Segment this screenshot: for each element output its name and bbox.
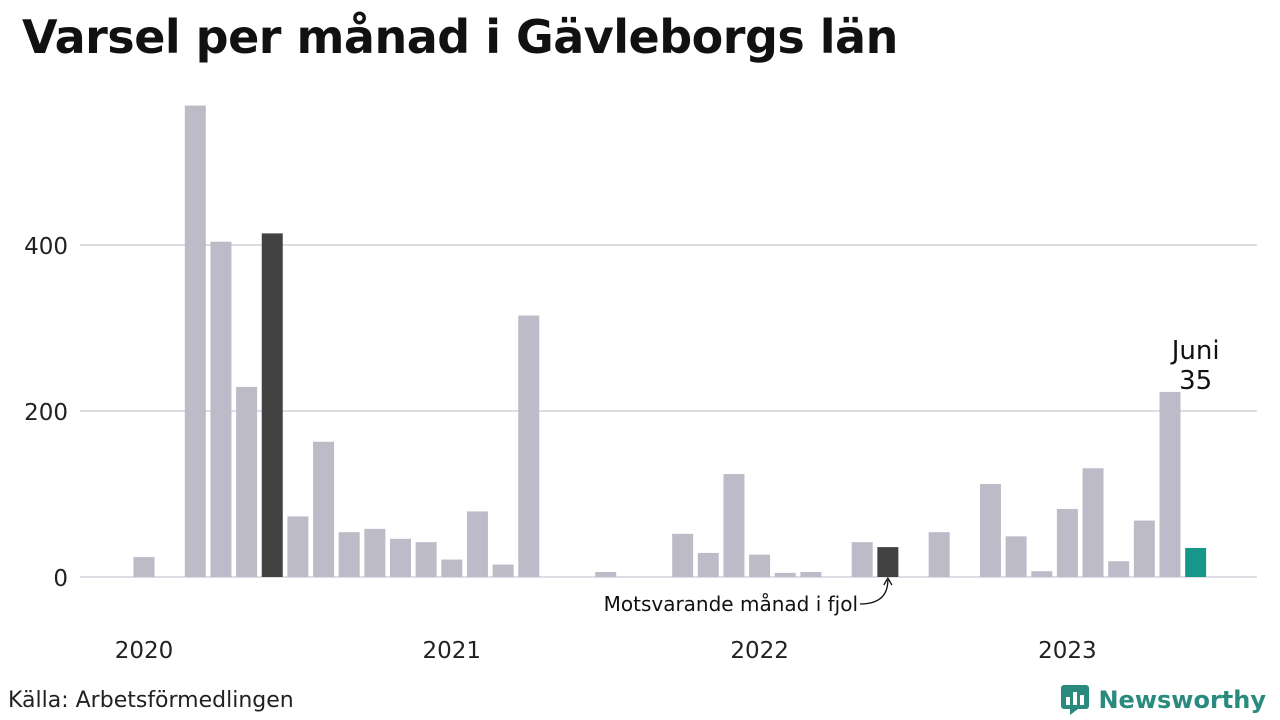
bar-2021-07 <box>595 572 617 577</box>
bar-2020-10 <box>364 528 386 577</box>
bar-2022-02 <box>774 572 796 577</box>
bar-2021-11 <box>697 552 719 577</box>
bar-2020-09 <box>338 532 360 577</box>
annotation-arrowhead <box>883 576 893 586</box>
x-tick-label: 2020 <box>115 638 174 664</box>
y-tick-label: 400 <box>24 234 68 260</box>
x-axis-year-labels: 2020 2021 2022 2023 <box>115 638 1097 664</box>
bar-2020-12 <box>415 542 437 577</box>
brand-name: Newsworthy <box>1098 686 1266 714</box>
bar-2020-03 <box>184 105 206 577</box>
bar-2021-03 <box>492 564 514 577</box>
bar-2022-05 <box>851 542 873 577</box>
brand-logo[interactable]: Newsworthy <box>1060 683 1266 717</box>
bars <box>133 105 1207 577</box>
bar-2020-05 <box>236 386 258 577</box>
bar-2023-02 <box>1082 468 1104 577</box>
x-tick-label: 2023 <box>1038 638 1097 664</box>
annotation-label: Motsvarande månad i fjol <box>604 592 858 616</box>
y-tick-label: 0 <box>53 566 68 592</box>
y-tick-label: 200 <box>24 400 68 426</box>
bar-2020-01 <box>133 557 155 577</box>
highlight-value-label: 35 <box>1179 366 1212 396</box>
x-tick-label: 2022 <box>730 638 789 664</box>
bar-2022-11 <box>1005 536 1027 577</box>
bar-2023-01 <box>1056 508 1078 577</box>
bar-2022-03 <box>800 572 822 577</box>
bar-2022-10 <box>979 484 1001 577</box>
bar-2020-07 <box>287 516 309 577</box>
bar-2023-05 <box>1159 391 1181 577</box>
newsworthy-logo-icon <box>1061 685 1090 715</box>
bar-2022-12 <box>1031 571 1053 577</box>
bar-2020-08 <box>313 441 335 577</box>
bar-2022-01 <box>749 554 771 577</box>
x-tick-label: 2021 <box>423 638 482 664</box>
bar-2022-08 <box>928 532 950 577</box>
bar-2020-06 <box>261 233 283 577</box>
bar-2023-04 <box>1133 520 1155 577</box>
source-label: Källa: Arbetsförmedlingen <box>8 688 294 713</box>
y-axis-ticks: 0 200 400 <box>24 234 68 592</box>
bar-2023-06 <box>1185 547 1207 577</box>
chart-title: Varsel per månad i Gävleborgs län <box>22 10 898 64</box>
annotation-arrow <box>859 579 889 605</box>
bar-2021-04 <box>518 315 540 577</box>
bar-2021-02 <box>466 511 488 577</box>
bar-2021-10 <box>672 533 694 577</box>
bar-2021-01 <box>441 559 463 577</box>
highlight-month-label: Juni <box>1170 336 1220 366</box>
bar-2022-06 <box>877 547 899 577</box>
bar-2020-11 <box>390 538 411 577</box>
bar-2023-03 <box>1108 561 1130 577</box>
bar-2021-12 <box>723 474 745 577</box>
bar-2020-04 <box>210 241 232 577</box>
